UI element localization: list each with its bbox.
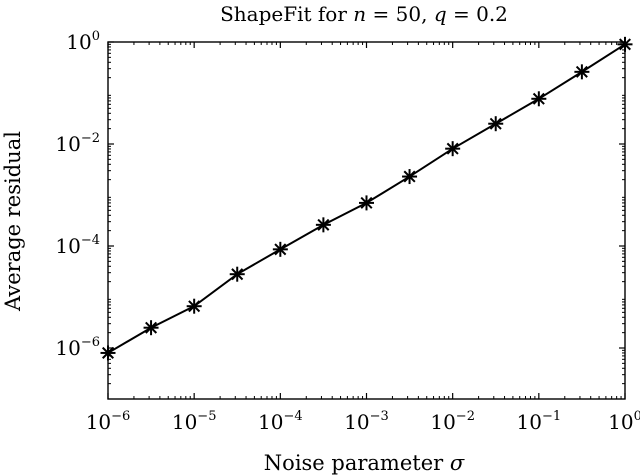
chart-title: ShapeFit for n = 50, q = 0.2 [220, 2, 508, 26]
asterisk-stroke [489, 117, 502, 130]
y-tick-label: 100 [66, 29, 100, 54]
y-tick-label: 10−2 [55, 131, 100, 156]
y-tick-label-base: 10 [55, 132, 80, 156]
data-point-marker [574, 64, 590, 80]
data-point-marker [315, 217, 331, 233]
y-tick-label-exponent: −2 [81, 131, 100, 146]
plot-frame [107, 41, 626, 400]
y-tick-label: 10−4 [55, 233, 100, 258]
title-prefix: ShapeFit for [220, 2, 353, 26]
data-point-marker [617, 36, 633, 52]
x-axis-ticks: 10−6 10−5 10−4 10−3 10−2 10−1 100 [86, 42, 640, 434]
asterisk-stroke [403, 170, 416, 183]
y-tick-label: 10−6 [55, 335, 100, 360]
title-n-value: = 50, [366, 2, 434, 26]
y-tick-label-base: 10 [55, 234, 80, 258]
asterisk-stroke [532, 92, 545, 105]
y-tick-label-base: 10 [66, 30, 91, 54]
data-point-marker [488, 116, 504, 132]
x-axis-title-symbol: σ [450, 451, 465, 475]
x-tick-label: 10−1 [517, 409, 562, 434]
data-point-marker [359, 195, 374, 211]
x-tick-label-base: 10 [608, 410, 633, 434]
x-tick-label-base: 10 [430, 410, 455, 434]
y-tick-label-exponent: 0 [92, 29, 100, 44]
asterisk-stroke [360, 196, 373, 209]
data-point-marker [272, 241, 288, 257]
data-point-marker [229, 266, 245, 282]
x-tick-label-exponent: −2 [456, 409, 475, 424]
y-tick-label-exponent: −4 [81, 233, 100, 248]
asterisk-stroke [101, 346, 115, 359]
asterisk-stroke [446, 142, 459, 155]
data-point-marker [445, 141, 461, 157]
x-tick-label-base: 10 [172, 410, 197, 434]
x-tick-label-base: 10 [344, 410, 369, 434]
asterisk-stroke [317, 218, 330, 231]
x-tick-label-exponent: −1 [542, 409, 561, 424]
x-axis-title: Noise parameter σ [264, 451, 465, 475]
y-tick-label-exponent: −6 [81, 335, 100, 350]
x-tick-label: 10−4 [258, 409, 303, 434]
asterisk-stroke [145, 321, 158, 334]
x-tick-label-base: 10 [86, 410, 111, 434]
title-q-value: = 0.2 [447, 2, 508, 26]
x-tick-label: 10−2 [430, 409, 475, 434]
y-axis-title: Average residual [1, 131, 25, 312]
asterisk-stroke [618, 38, 632, 51]
x-tick-label: 100 [608, 409, 640, 434]
data-point-marker [402, 169, 418, 185]
x-tick-label: 10−3 [344, 409, 389, 434]
asterisk-stroke [231, 268, 244, 281]
asterisk-stroke [575, 65, 588, 78]
title-q-symbol: q [434, 2, 447, 26]
x-tick-label: 10−5 [172, 409, 217, 434]
x-tick-label: 10−6 [86, 409, 131, 434]
y-tick-label-base: 10 [55, 336, 80, 360]
x-tick-label-exponent: −3 [370, 409, 389, 424]
data-point-marker [186, 298, 202, 314]
x-tick-label-exponent: 0 [634, 409, 640, 424]
data-point-marker [100, 345, 116, 361]
data-point-marker [531, 91, 547, 107]
x-tick-label-base: 10 [258, 410, 283, 434]
x-tick-label-exponent: −6 [111, 409, 130, 424]
x-tick-label-base: 10 [517, 410, 542, 434]
data-point-marker [143, 320, 159, 336]
title-n-symbol: n [353, 2, 366, 26]
x-axis-title-text: Noise parameter [264, 451, 450, 475]
series-layer [100, 36, 633, 361]
asterisk-stroke [188, 300, 201, 313]
x-tick-label-exponent: −5 [197, 409, 216, 424]
asterisk-stroke [274, 243, 287, 256]
x-tick-label-exponent: −4 [283, 409, 302, 424]
